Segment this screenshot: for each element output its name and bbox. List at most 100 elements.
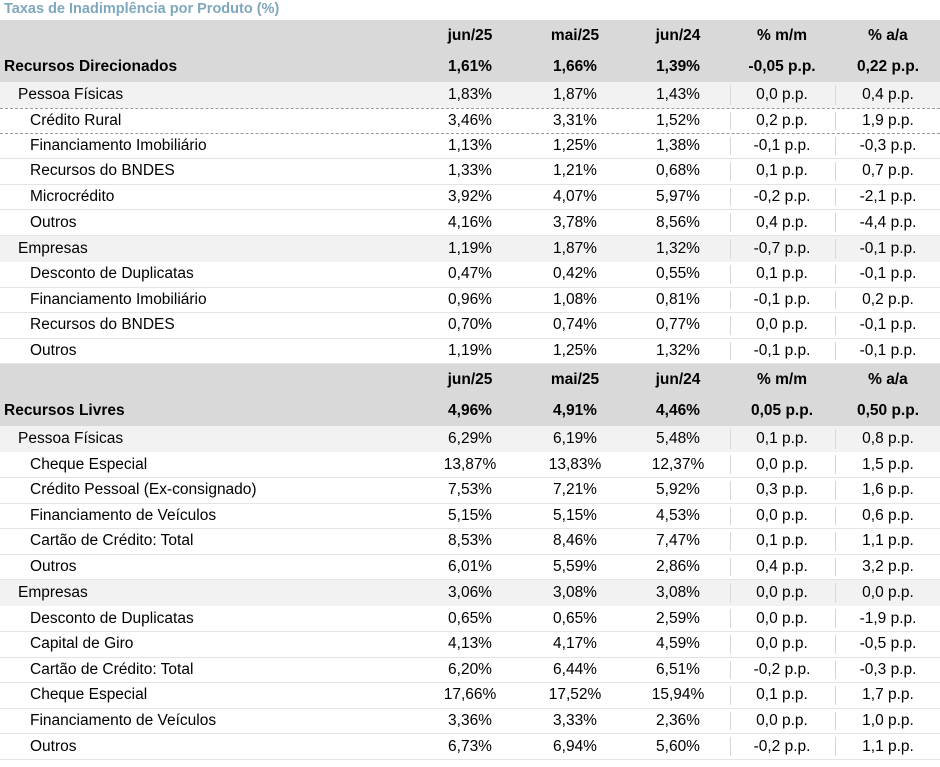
row-label: Pessoa Físicas (18, 86, 124, 103)
jun25-value: 4,16% (448, 213, 492, 231)
column-divider (730, 290, 731, 310)
aa-change: 1,0 p.p. (862, 711, 914, 729)
row-label: Desconto de Duplicatas (30, 609, 194, 627)
mai25-value: 3,33% (553, 711, 597, 729)
column-divider (835, 136, 836, 156)
mm-change: -0,2 p.p. (753, 660, 811, 678)
row-label: Outros (30, 737, 77, 755)
row-label: Empresas (18, 239, 88, 257)
column-divider (730, 686, 731, 705)
column-header-mm: % m/m (757, 26, 807, 44)
jun24-value: 1,39% (656, 57, 700, 75)
aa-change: 1,1 p.p. (862, 737, 914, 755)
mm-change: -0,1 p.p. (753, 136, 811, 154)
jun25-value: 5,15% (448, 506, 492, 524)
mai25-value: 7,21% (553, 481, 597, 499)
column-divider (730, 480, 731, 500)
column-divider (835, 609, 836, 628)
column-divider (730, 429, 731, 450)
row-label: Outros (30, 213, 77, 231)
aa-change: 0,8 p.p. (862, 430, 914, 448)
column-divider (835, 660, 836, 680)
aa-change: -0,3 p.p. (859, 660, 917, 678)
table-title: Taxas de Inadimplência por Produto (%) (4, 1, 280, 17)
row-label: Microcrédito (30, 188, 115, 206)
jun24-value: 5,60% (656, 737, 700, 755)
row-label: Recursos Direcionados (4, 57, 178, 75)
section-row: Recursos Livres 4,96% 4,91% 4,46% 0,05 p.p. 0… (0, 395, 940, 427)
aa-change: 0,50 p.p. (856, 401, 920, 419)
column-divider (835, 583, 836, 604)
mai25-value: 4,07% (553, 188, 597, 206)
table-row: Outros 6,01% 5,59% 2,86% 0,4 p.p. 3,2 p.p. (0, 554, 940, 581)
group-row: Pessoa Físicas 1,83% 1,87% 1,43% 0,0 p.p. 0,4… (0, 82, 940, 108)
column-divider (835, 429, 836, 450)
table-row: Financiamento Imobiliário 0,96% 1,08% 0,81%… (0, 287, 940, 314)
aa-change: 0,6 p.p. (862, 506, 914, 524)
row-label: Crédito Rural (30, 111, 122, 129)
mai25-value: 0,65% (553, 609, 597, 627)
column-header-mm: % m/m (757, 370, 807, 388)
mai25-value: 5,59% (553, 558, 597, 576)
mai25-value: 6,94% (553, 737, 597, 755)
jun25-value: 3,06% (448, 584, 492, 602)
column-divider (730, 583, 731, 604)
column-header-aa: % a/a (868, 26, 908, 44)
column-header-jun25: jun/25 (447, 26, 493, 44)
jun24-value: 5,92% (656, 481, 700, 499)
mm-change: 0,0 p.p. (756, 86, 808, 103)
column-divider (730, 532, 731, 551)
mm-change: 0,0 p.p. (756, 506, 808, 524)
column-divider (730, 737, 731, 756)
row-label: Financiamento Imobiliário (30, 290, 207, 308)
mai25-value: 13,83% (548, 455, 602, 473)
column-divider (730, 136, 731, 156)
jun25-value: 17,66% (443, 686, 497, 704)
mm-change: 0,0 p.p. (756, 609, 808, 627)
column-divider (730, 187, 731, 207)
table-row: Desconto de Duplicatas 0,47% 0,42% 0,55% 0,1… (0, 261, 940, 288)
mai25-value: 1,25% (553, 342, 597, 360)
column-divider (835, 506, 836, 526)
jun24-value: 1,52% (656, 111, 700, 129)
mai25-value: 4,17% (553, 635, 597, 653)
jun25-value: 6,20% (448, 660, 492, 678)
column-divider (835, 112, 836, 130)
column-header-row: jun/25 mai/25 jun/24 % m/m % a/a (0, 20, 940, 51)
aa-change: 1,7 p.p. (862, 686, 914, 704)
mai25-value: 1,87% (553, 239, 597, 257)
column-divider (835, 480, 836, 500)
jun24-value: 4,46% (656, 401, 700, 419)
group-row: Pessoa Físicas 6,29% 6,19% 5,48% 0,1 p.p. 0,8… (0, 426, 940, 453)
row-label: Outros (30, 342, 77, 360)
mai25-value: 1,25% (553, 136, 597, 154)
mm-change: 0,1 p.p. (756, 532, 808, 550)
column-divider (730, 609, 731, 628)
row-label: Crédito Pessoal (Ex-consignado) (30, 481, 257, 499)
mai25-value: 4,91% (553, 401, 597, 419)
table-row: Recursos do BNDES 0,70% 0,74% 0,77% 0,0 p.p.… (0, 313, 940, 339)
column-divider (730, 316, 731, 335)
jun24-value: 1,32% (656, 342, 700, 360)
jun24-value: 2,59% (656, 609, 700, 627)
aa-change: 0,22 p.p. (856, 57, 920, 75)
jun25-value: 4,96% (448, 401, 492, 419)
mai25-value: 1,08% (553, 290, 597, 308)
table-row: Cheque Especial 13,87% 13,83% 12,37% 0,0 p.p… (0, 452, 940, 478)
aa-change: 1,5 p.p. (862, 455, 914, 473)
jun25-value: 6,29% (448, 430, 492, 448)
aa-change: -0,1 p.p. (859, 316, 917, 334)
mm-change: -0,2 p.p. (753, 737, 811, 755)
jun25-value: 7,53% (448, 481, 492, 499)
jun24-value: 0,77% (656, 316, 700, 334)
column-divider (835, 187, 836, 207)
mm-change: 0,4 p.p. (756, 213, 808, 231)
mm-change: 0,1 p.p. (756, 686, 808, 704)
table-row: Cartão de Crédito: Total 8,53% 8,46% 7,47% 0… (0, 529, 940, 555)
mai25-value: 3,31% (553, 111, 597, 129)
mm-change: -0,7 p.p. (753, 239, 811, 257)
column-divider (835, 686, 836, 705)
jun24-value: 12,37% (651, 455, 705, 473)
mm-change: -0,1 p.p. (753, 290, 811, 308)
jun24-value: 1,32% (656, 239, 700, 257)
